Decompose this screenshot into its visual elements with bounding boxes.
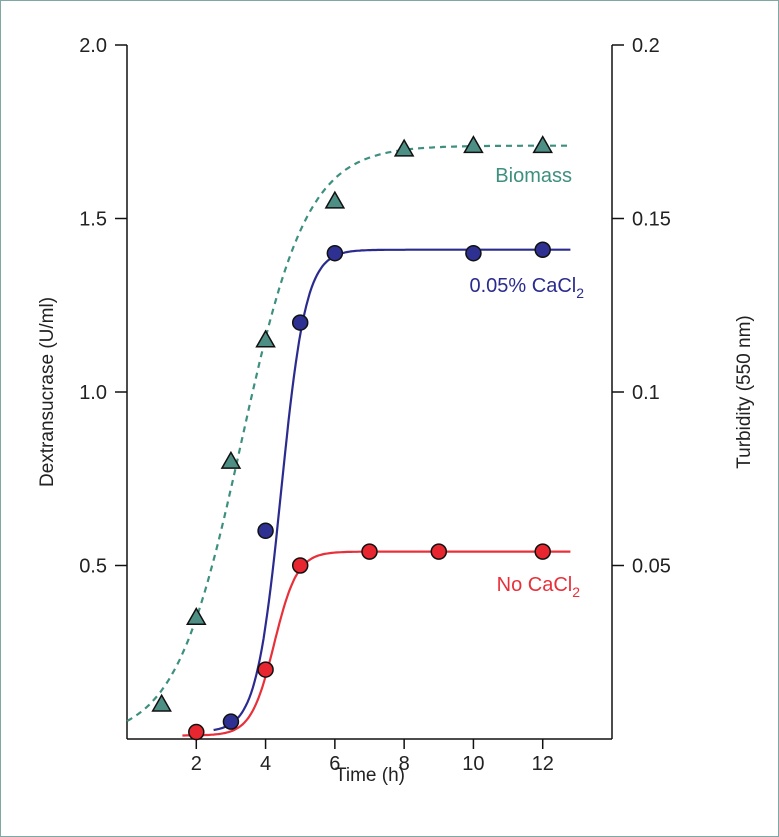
y-left-tick-label: 1.5 (79, 209, 107, 231)
y-right-ticks: 0.05 0.1 0.15 0.2 (612, 35, 671, 578)
y-right-tick-label: 0.05 (632, 556, 671, 578)
y-left-tick-label: 2.0 (79, 35, 107, 57)
y-right-tick-label: 0.2 (632, 35, 660, 57)
biomass-point (255, 329, 276, 348)
x-tick-label: 4 (260, 753, 271, 775)
biomass-point (532, 135, 554, 154)
no-calcium-point (257, 661, 274, 678)
calcium-point (257, 522, 274, 540)
calcium-point (465, 244, 482, 262)
biomass-curve (126, 144, 571, 722)
x-tick-label: 10 (462, 753, 484, 775)
y-left-tick-label: 0.5 (79, 556, 107, 578)
x-ticks: 2 4 6 8 10 12 (191, 739, 554, 775)
x-tick-label: 2 (191, 753, 202, 775)
y-axis-right-label: Turbidity (550 nm) (734, 315, 755, 468)
calcium-point (534, 241, 551, 258)
biomass-point (324, 190, 346, 209)
biomass-point (185, 607, 207, 626)
biomass-point (220, 450, 242, 469)
biomass-point (151, 693, 172, 712)
x-axis-label: Time (h) (335, 765, 405, 786)
biomass-point (393, 138, 415, 157)
series-label-no-calcium: No CaCl2 (497, 574, 581, 600)
calcium-point (222, 713, 240, 730)
no-calcium-point (430, 543, 448, 560)
y-right-tick-label: 0.1 (632, 382, 660, 404)
no-calcium-point (361, 543, 378, 560)
x-tick-label: 12 (532, 753, 554, 775)
series-label-calcium: 0.05% CaCl2 (469, 275, 584, 301)
calcium-curve (213, 248, 571, 732)
y-left-tick-label: 1.0 (79, 382, 107, 404)
x-tick-label: 6 (329, 753, 340, 775)
x-tick-label: 8 (399, 753, 410, 775)
data-markers (151, 135, 554, 741)
no-calcium-point (291, 557, 309, 574)
no-calcium-point (534, 543, 551, 560)
calcium-point (291, 314, 309, 331)
y-left-ticks: 0.5 1.0 1.5 2.0 (79, 35, 127, 578)
series-label-biomass: Biomass (495, 165, 572, 187)
y-right-tick-label: 0.15 (632, 209, 671, 231)
biomass-point (463, 135, 484, 154)
no-calcium-point (188, 723, 205, 741)
y-axis-left-label: Dextransucrase (U/ml) (37, 297, 58, 487)
calcium-point (326, 244, 344, 262)
